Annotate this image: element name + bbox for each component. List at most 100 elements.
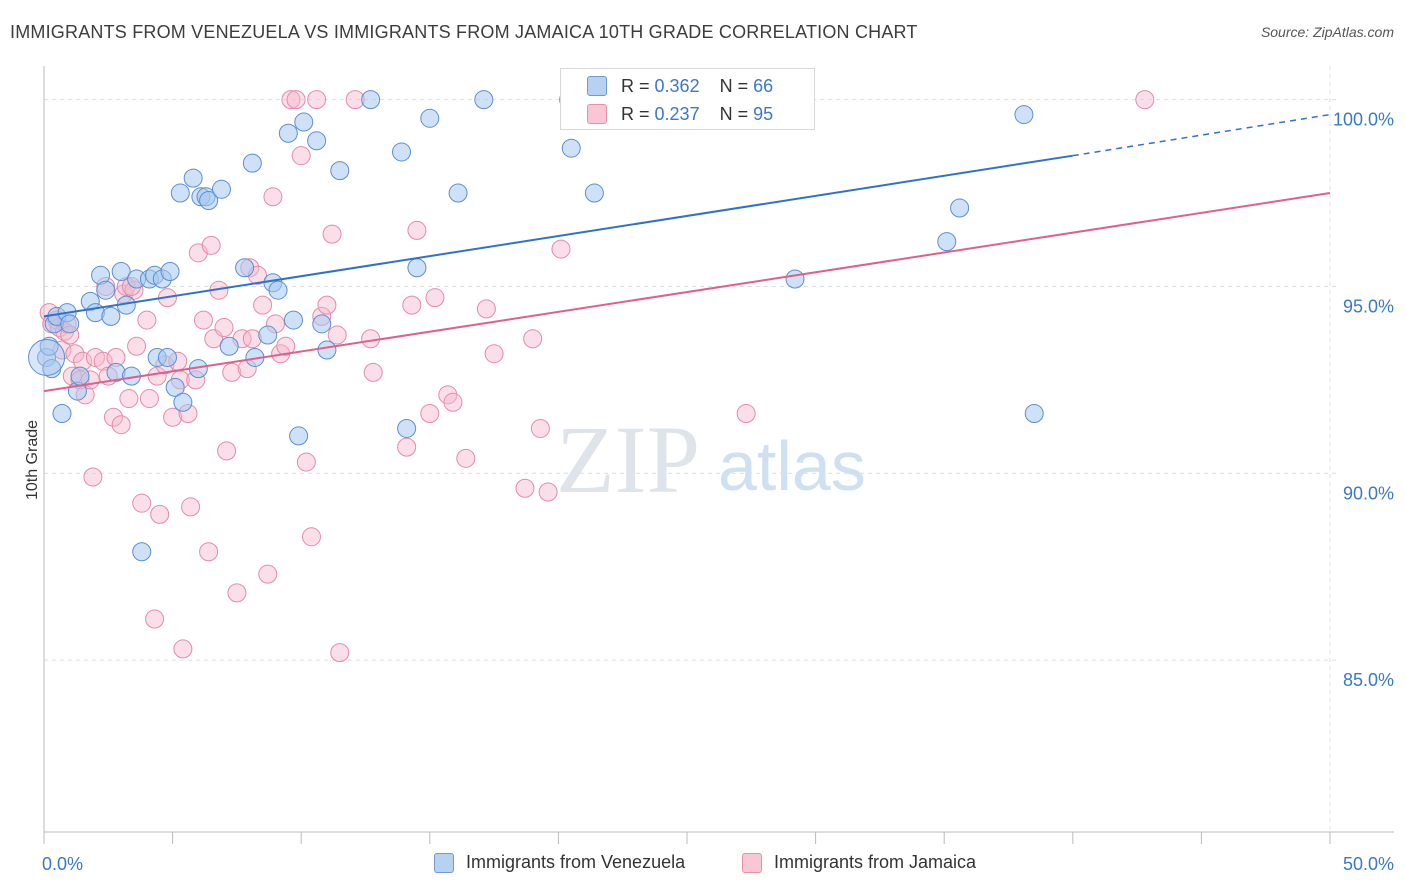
data-point-jamaica (163, 407, 183, 427)
data-point-venezuela (474, 90, 494, 110)
data-point-jamaica (322, 224, 342, 244)
y-tick-label: 95.0% (1343, 296, 1394, 316)
series-legend: Immigrants from Venezuela Immigrants fro… (0, 852, 1406, 878)
data-point-jamaica (530, 418, 550, 438)
data-point-jamaica (484, 344, 504, 364)
data-point-jamaica (443, 392, 463, 412)
swatch-jamaica (742, 852, 762, 873)
data-point-venezuela (407, 258, 427, 278)
data-point-venezuela (211, 179, 231, 199)
data-point-jamaica (173, 639, 193, 659)
data-point-venezuela (289, 426, 309, 446)
data-point-jamaica (515, 478, 535, 498)
data-point-jamaica (551, 239, 571, 259)
legend-r-label: R = (621, 75, 650, 96)
data-point-jamaica (361, 329, 381, 349)
data-point-venezuela (785, 269, 805, 289)
data-point-cluster (28, 338, 66, 376)
data-point-jamaica (217, 441, 237, 461)
data-point-venezuela (330, 161, 350, 181)
y-tick-label: 90.0% (1343, 483, 1394, 503)
chart-title: IMMIGRANTS FROM VENEZUELA VS IMMIGRANTS … (10, 22, 918, 42)
data-point-jamaica (222, 362, 242, 382)
data-point-venezuela (199, 191, 219, 211)
data-point-jamaica (258, 564, 278, 584)
data-point-venezuela (317, 340, 337, 360)
trend-line-jamaica (43, 192, 1331, 393)
data-point-jamaica (127, 336, 147, 356)
data-point-jamaica (538, 482, 558, 502)
data-point-venezuela (235, 258, 255, 278)
legend-label-jamaica: Immigrants from Jamaica (774, 852, 977, 872)
legend-swatch-venezuela (587, 76, 607, 96)
data-point-venezuela (278, 123, 298, 143)
data-point-venezuela (950, 198, 970, 218)
data-point-jamaica (476, 299, 496, 319)
y-axis-label: 10th Grade (24, 420, 41, 500)
data-point-jamaica (132, 493, 152, 513)
legend-n-value: 66 (753, 75, 774, 96)
legend-n-label: N = (719, 75, 749, 96)
legend-item-jamaica: Immigrants from Jamaica (742, 852, 976, 873)
data-point-jamaica (145, 609, 165, 629)
data-point-venezuela (1024, 404, 1044, 424)
trend-line-venezuela (43, 154, 1073, 318)
legend-n-value: 95 (753, 103, 774, 124)
data-point-jamaica (296, 452, 316, 472)
data-point-venezuela (584, 183, 604, 203)
data-point-jamaica (291, 146, 311, 166)
data-point-venezuela (52, 404, 72, 424)
data-point-jamaica (397, 437, 417, 457)
y-tick-label: 100.0% (1333, 110, 1394, 130)
data-point-venezuela (157, 347, 177, 367)
data-point-venezuela (60, 314, 80, 334)
legend-r-label: R = (621, 103, 650, 124)
legend-r-value: 0.362 (654, 75, 700, 96)
legend-row-venezuela: R = 0.362 N = 66 (587, 73, 773, 99)
venezuela-points (28, 90, 1044, 562)
data-point-jamaica (150, 504, 170, 524)
swatch-venezuela (434, 852, 454, 873)
data-point-jamaica (103, 407, 123, 427)
data-point-jamaica (1135, 90, 1155, 110)
data-point-jamaica (137, 310, 157, 330)
data-point-venezuela (39, 336, 59, 356)
data-point-jamaica (281, 90, 301, 110)
data-point-venezuela (1014, 105, 1034, 125)
data-point-venezuela (132, 542, 152, 562)
data-point-venezuela (111, 262, 131, 282)
data-point-jamaica (425, 288, 445, 308)
data-point-jamaica (420, 404, 440, 424)
stats-legend: R = 0.362 N = 66 R = 0.237 N = 95 (560, 68, 815, 130)
data-point-jamaica (139, 389, 159, 409)
data-point-venezuela (173, 392, 193, 412)
data-point-jamaica (327, 325, 347, 345)
data-point-jamaica (317, 295, 337, 315)
trend-lines (43, 113, 1331, 393)
watermark: ZIP atlas (556, 406, 866, 513)
data-point-venezuela (937, 232, 957, 252)
data-point-venezuela (242, 153, 262, 173)
data-point-venezuela (561, 138, 581, 158)
data-point-venezuela (307, 131, 327, 151)
legend-item-venezuela: Immigrants from Venezuela (434, 852, 685, 873)
watermark-atlas: atlas (718, 427, 866, 505)
data-point-venezuela (258, 325, 278, 345)
data-point-jamaica (119, 389, 139, 409)
x-tick-label: 50.0% (1343, 854, 1394, 874)
data-point-jamaica (253, 295, 273, 315)
data-point-venezuela (165, 377, 185, 397)
data-point-venezuela (397, 418, 417, 438)
data-point-venezuela (96, 280, 116, 300)
data-point-jamaica (301, 527, 321, 547)
data-point-venezuela (448, 183, 468, 203)
data-point-venezuela (160, 262, 180, 282)
legend-n-label: N = (719, 103, 749, 124)
data-point-jamaica (193, 310, 213, 330)
data-point-jamaica (307, 90, 327, 110)
data-point-jamaica (181, 497, 201, 517)
data-point-venezuela (101, 306, 121, 326)
data-point-jamaica (330, 643, 350, 663)
data-point-venezuela (268, 280, 288, 300)
